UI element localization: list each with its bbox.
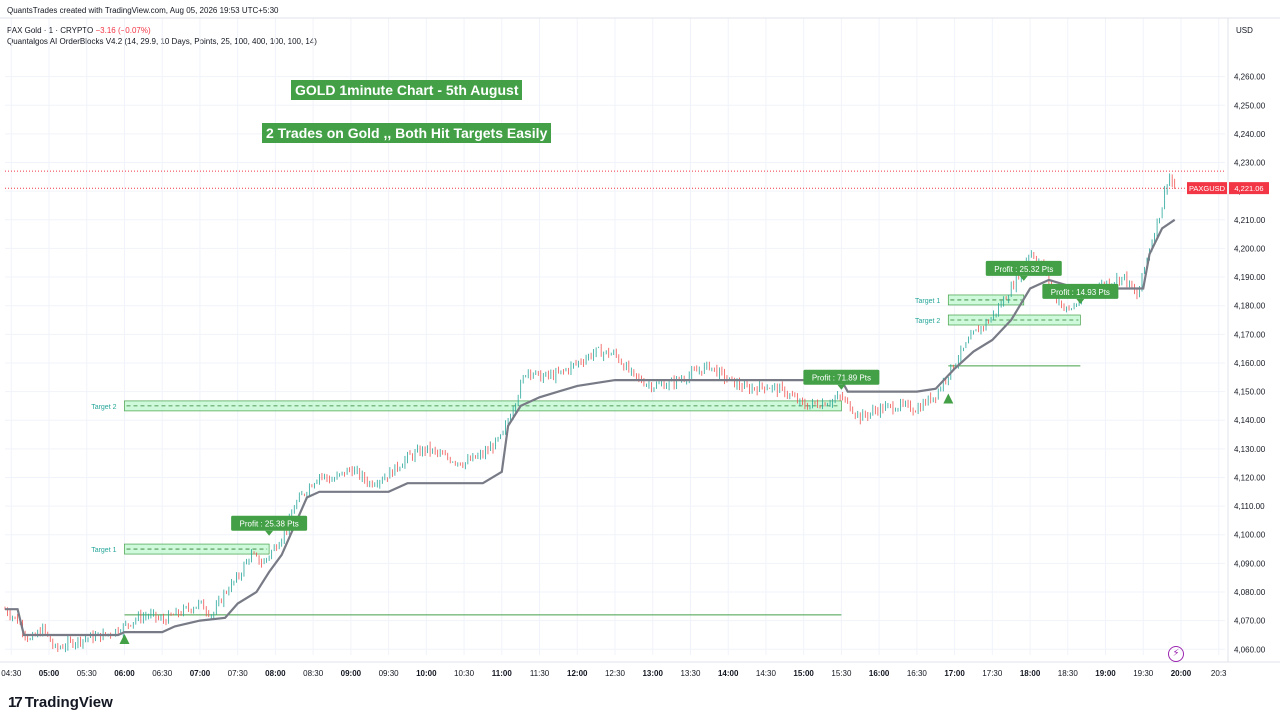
- x-tick-label: 16:30: [907, 669, 928, 678]
- x-tick-label: 10:00: [416, 669, 437, 678]
- y-tick-label: 4,160.00: [1234, 359, 1266, 368]
- profit-label-text: Profit : 25.38 Pts: [240, 520, 299, 529]
- x-tick-label: 19:00: [1095, 669, 1116, 678]
- profit-label: Profit : 25.32 Pts: [985, 260, 1062, 281]
- x-tick-label: 18:00: [1020, 669, 1041, 678]
- y-tick-label: 4,260.00: [1234, 73, 1266, 82]
- y-tick-label: 4,200.00: [1234, 244, 1266, 253]
- x-tick-label: 11:00: [492, 669, 513, 678]
- x-tick-label: 19:30: [1133, 669, 1154, 678]
- chart-attribution: QuantsTrades created with TradingView.co…: [7, 6, 279, 15]
- y-tick-label: 4,120.00: [1234, 473, 1266, 482]
- x-tick-label: 07:00: [190, 669, 211, 678]
- profit-label-pointer: [1019, 275, 1028, 281]
- x-tick-label: 08:30: [303, 669, 324, 678]
- profit-label: Profit : 14.93 Pts: [1042, 283, 1119, 304]
- x-tick-label: 17:00: [944, 669, 965, 678]
- x-tick-label: 14:00: [718, 669, 739, 678]
- y-tick-label: 4,140.00: [1234, 416, 1266, 425]
- x-tick-label: 13:00: [642, 669, 663, 678]
- y-tick-label: 4,090.00: [1234, 559, 1266, 568]
- y-tick-label: 4,190.00: [1234, 273, 1266, 282]
- x-tick-label: 10:30: [454, 669, 475, 678]
- y-tick-label: 4,240.00: [1234, 130, 1266, 139]
- target-label: Target 1: [915, 298, 940, 305]
- y-tick-label: 4,230.00: [1234, 159, 1266, 168]
- orderblock-trail-line: [5, 218, 1176, 637]
- x-tick-label: 16:00: [869, 669, 890, 678]
- y-tick-label: 4,130.00: [1234, 445, 1266, 454]
- profit-label-pointer: [1076, 298, 1085, 304]
- symbol-name[interactable]: PAX Gold · 1 · CRYPTO: [7, 26, 94, 35]
- x-tick-label: 06:00: [114, 669, 135, 678]
- x-tick-label: 09:30: [379, 669, 400, 678]
- symbol-line[interactable]: PAX Gold · 1 · CRYPTO −3.16 (−0.07%): [7, 26, 151, 35]
- y-tick-label: 4,150.00: [1234, 388, 1266, 397]
- y-tick-label: 4,080.00: [1234, 588, 1266, 597]
- buy-signal-marker: [119, 633, 130, 644]
- profit-label: Profit : 25.38 Pts: [231, 515, 308, 536]
- target-label: Target 2: [91, 404, 116, 411]
- target-label: Target 1: [91, 547, 116, 554]
- tradingview-brand: TradingView: [24, 694, 113, 711]
- x-tick-label: 11:30: [530, 669, 550, 678]
- x-tick-label: 12:00: [567, 669, 588, 678]
- target-label: Target 2: [915, 318, 940, 325]
- y-tick-label: 4,070.00: [1234, 617, 1266, 626]
- y-tick-label: 4,250.00: [1234, 101, 1266, 110]
- x-tick-label: 09:00: [341, 669, 362, 678]
- target-zone: [124, 400, 842, 412]
- x-tick-label: 20:3: [1211, 669, 1227, 678]
- profit-label-pointer: [265, 530, 274, 536]
- price-change: −3.16 (−0.07%): [95, 26, 151, 35]
- y-tick-label: 4,170.00: [1234, 330, 1266, 339]
- x-tick-label: 06:30: [152, 669, 173, 678]
- buy-signal-marker: [943, 393, 954, 404]
- profit-label-text: Profit : 14.93 Pts: [1051, 288, 1110, 297]
- y-tick-label: 4,060.00: [1234, 645, 1266, 654]
- x-tick-label: 20:00: [1171, 669, 1192, 678]
- x-tick-label: 17:30: [982, 669, 1003, 678]
- profit-label-text: Profit : 25.32 Pts: [994, 265, 1053, 274]
- chart-subtitle-banner: 2 Trades on Gold ,, Both Hit Targets Eas…: [262, 123, 552, 143]
- x-tick-label: 05:00: [39, 669, 60, 678]
- current-price-tag: [1229, 182, 1269, 195]
- profit-label-box: [803, 369, 880, 385]
- y-tick-label: 4,180.00: [1234, 302, 1266, 311]
- x-tick-label: 13:30: [680, 669, 701, 678]
- flash-icon[interactable]: ⚡: [1168, 646, 1184, 662]
- y-tick-label: 4,100.00: [1234, 531, 1266, 540]
- current-price-text: 4,221.06: [1234, 184, 1263, 193]
- profit-label-box: [985, 260, 1062, 276]
- tradingview-logo[interactable]: 17 TradingView: [8, 694, 113, 711]
- y-tick-label: 4,210.00: [1234, 216, 1266, 225]
- x-tick-label: 08:00: [265, 669, 286, 678]
- symbol-tag-text: PAXGUSD: [1189, 184, 1226, 193]
- profit-label-box: [231, 515, 308, 531]
- x-tick-label: 15:00: [793, 669, 814, 678]
- y-tick-label: 4,110.00: [1234, 502, 1265, 511]
- profit-label: Profit : 71.89 Pts: [803, 369, 880, 390]
- profit-label-pointer: [837, 384, 846, 390]
- profit-label-box: [1042, 283, 1119, 299]
- currency-label[interactable]: USD: [1236, 26, 1253, 35]
- x-tick-label: 07:30: [228, 669, 249, 678]
- x-tick-label: 04:30: [1, 669, 22, 678]
- x-tick-label: 18:30: [1058, 669, 1079, 678]
- tradingview-logo-icon: 17: [8, 694, 23, 711]
- symbol-price-tag: [1187, 182, 1227, 195]
- chart-title-banner: GOLD 1minute Chart - 5th August: [291, 80, 523, 100]
- x-tick-label: 05:30: [77, 669, 98, 678]
- x-tick-label: 14:30: [756, 669, 777, 678]
- x-tick-label: 15:30: [831, 669, 852, 678]
- x-tick-label: 12:30: [605, 669, 626, 678]
- profit-label-text: Profit : 71.89 Pts: [812, 374, 871, 383]
